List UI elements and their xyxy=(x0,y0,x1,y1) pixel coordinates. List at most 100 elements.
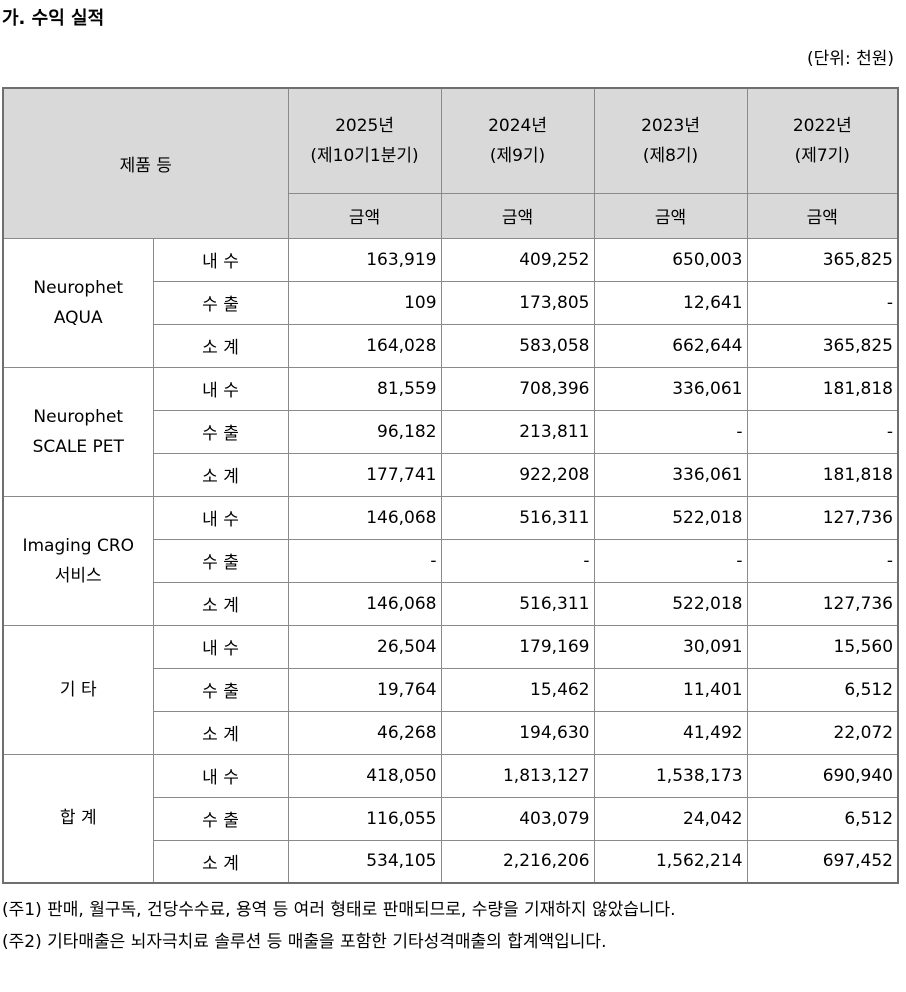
period-term: (제9기) xyxy=(489,145,546,166)
amount-cell: - xyxy=(440,538,595,583)
group-name-line: SCALE PET xyxy=(32,436,124,457)
row-label: 내 수 xyxy=(152,237,289,282)
row-label: 수 출 xyxy=(152,409,289,454)
row-label: 내 수 xyxy=(152,753,289,798)
amount-cell: 336,061 xyxy=(593,366,748,411)
period-year: 2024년 xyxy=(488,115,547,136)
header-row: 금액 금액 금액 금액 xyxy=(3,192,899,239)
note: (주2) 기타매출은 뇌자극치료 솔루션 등 매출을 포함한 기타성격매출의 합… xyxy=(2,932,607,952)
amount-cell: - xyxy=(746,538,899,583)
table-body: Neurophet AQUA 내 수 163,919 409,252 650,003 365… xyxy=(2,237,899,884)
header-row: 제품 등 2025년 (제10기1분기) 2024년 (제9기) 2023년 (제8기) 20… xyxy=(2,87,899,239)
data-row: 수 출 109 173,805 12,641- xyxy=(3,280,899,325)
row-label: 소 계 xyxy=(152,581,289,626)
amount-cell: 409,252 xyxy=(440,237,595,282)
amount-cell: 1,813,127 xyxy=(440,753,595,798)
amount-cell: - xyxy=(287,538,442,583)
amount-cell: 96,182 xyxy=(287,409,442,454)
data-row: Imaging CRO 서비스 내 수 146,068 516,311 522,018 12… xyxy=(2,495,899,626)
amount-cell: 41,492 xyxy=(593,710,748,755)
amount-cell: 690,940 xyxy=(746,753,899,798)
data-row: 소 계 46,268 194,630 41,492 22,072 xyxy=(3,710,899,755)
amount-cell: 127,736 xyxy=(746,495,899,540)
row-label: 내 수 xyxy=(152,366,289,411)
revenue-table: 제품 등 2025년 (제10기1분기) 2024년 (제9기) 2023년 (제8기) 20… xyxy=(2,87,900,884)
amount-cell: 1,562,214 xyxy=(593,839,748,884)
group-name-line: 서비스 xyxy=(54,565,102,586)
amount-header: 금액 xyxy=(287,192,442,239)
amount-cell: 127,736 xyxy=(746,581,899,626)
row-label: 내 수 xyxy=(152,624,289,669)
amount-cell: 6,512 xyxy=(746,667,899,712)
row-label: 소 계 xyxy=(152,323,289,368)
group-name: 합 계 xyxy=(2,753,154,884)
group-name: Imaging CRO 서비스 xyxy=(2,495,154,626)
row-label: 소 계 xyxy=(152,839,289,884)
amount-cell: 6,512 xyxy=(746,796,899,841)
amount-cell: 336,061 xyxy=(593,452,748,497)
group-name-line: AQUA xyxy=(53,307,103,328)
data-row: 수 출 96,182 213,811- - xyxy=(3,409,899,454)
amount-cell: 46,268 xyxy=(287,710,442,755)
amount-cell: 15,560 xyxy=(746,624,899,669)
amount-cell: 403,079 xyxy=(440,796,595,841)
amount-cell: 650,003 xyxy=(593,237,748,282)
period-term: (제7기) xyxy=(794,145,850,166)
amount-cell: 418,050 xyxy=(287,753,442,798)
row-label: 수 출 xyxy=(152,538,289,583)
data-row: 소 계 534,105 2,216,206 1,562,214 697,452 xyxy=(3,839,899,884)
amount-cell: 534,105 xyxy=(287,839,442,884)
amount-cell: 194,630 xyxy=(440,710,595,755)
amount-cell: 173,805 xyxy=(440,280,595,325)
amount-cell: 11,401 xyxy=(593,667,748,712)
amount-cell: 81,559 xyxy=(287,366,442,411)
amount-cell: 164,028 xyxy=(287,323,442,368)
data-row: 합 계 내 수 418,050 1,813,127 1,538,173 690,940 xyxy=(2,753,899,884)
amount-cell: 516,311 xyxy=(440,495,595,540)
row-label: 소 계 xyxy=(152,452,289,497)
data-row: 수 출---- xyxy=(3,538,899,583)
row-label: 소 계 xyxy=(152,710,289,755)
data-row: 기 타 내 수 26,504 179,169 30,091 15,560 xyxy=(2,624,899,755)
note: (주1) 판매, 월구독, 건당수수료, 용역 등 여러 형태로 판매되므로, … xyxy=(2,900,676,920)
amount-cell: 516,311 xyxy=(440,581,595,626)
amount-cell: 213,811 xyxy=(440,409,595,454)
group-name-line: Imaging CRO xyxy=(22,535,135,556)
amount-cell: 109 xyxy=(287,280,442,325)
amount-cell: - xyxy=(746,409,899,454)
amount-cell: 181,818 xyxy=(746,452,899,497)
amount-cell: 19,764 xyxy=(287,667,442,712)
section-title: 가. 수익 실적 xyxy=(2,8,105,29)
amount-cell: 26,504 xyxy=(287,624,442,669)
table-head: 제품 등 2025년 (제10기1분기) 2024년 (제9기) 2023년 (제8기) 20… xyxy=(2,87,899,239)
amount-cell: 146,068 xyxy=(287,495,442,540)
amount-cell: 697,452 xyxy=(746,839,899,884)
group-name-line: 합 계 xyxy=(59,808,97,829)
amount-cell: - xyxy=(746,280,899,325)
amount-cell: 30,091 xyxy=(593,624,748,669)
row-label: 수 출 xyxy=(152,667,289,712)
amount-cell: 15,462 xyxy=(440,667,595,712)
amount-cell: 24,042 xyxy=(593,796,748,841)
group-name-line: Neurophet xyxy=(33,277,124,298)
unit-label: (단위: 천원) xyxy=(807,49,894,69)
amount-cell: - xyxy=(593,409,748,454)
period-header: 2022년 (제7기) xyxy=(746,87,899,194)
period-header: 2023년 (제8기) xyxy=(593,87,748,194)
amount-header: 금액 xyxy=(440,192,595,239)
amount-cell: 365,825 xyxy=(746,323,899,368)
row-label: 수 출 xyxy=(152,796,289,841)
amount-cell: 662,644 xyxy=(593,323,748,368)
amount-cell: 177,741 xyxy=(287,452,442,497)
period-header: 2024년 (제9기) xyxy=(440,87,595,194)
amount-header: 금액 xyxy=(593,192,748,239)
amount-cell: - xyxy=(593,538,748,583)
amount-cell: 922,208 xyxy=(440,452,595,497)
group-name-line: 기 타 xyxy=(59,679,97,700)
amount-cell: 22,072 xyxy=(746,710,899,755)
amount-cell: 2,216,206 xyxy=(440,839,595,884)
row-label: 내 수 xyxy=(152,495,289,540)
amount-cell: 583,058 xyxy=(440,323,595,368)
